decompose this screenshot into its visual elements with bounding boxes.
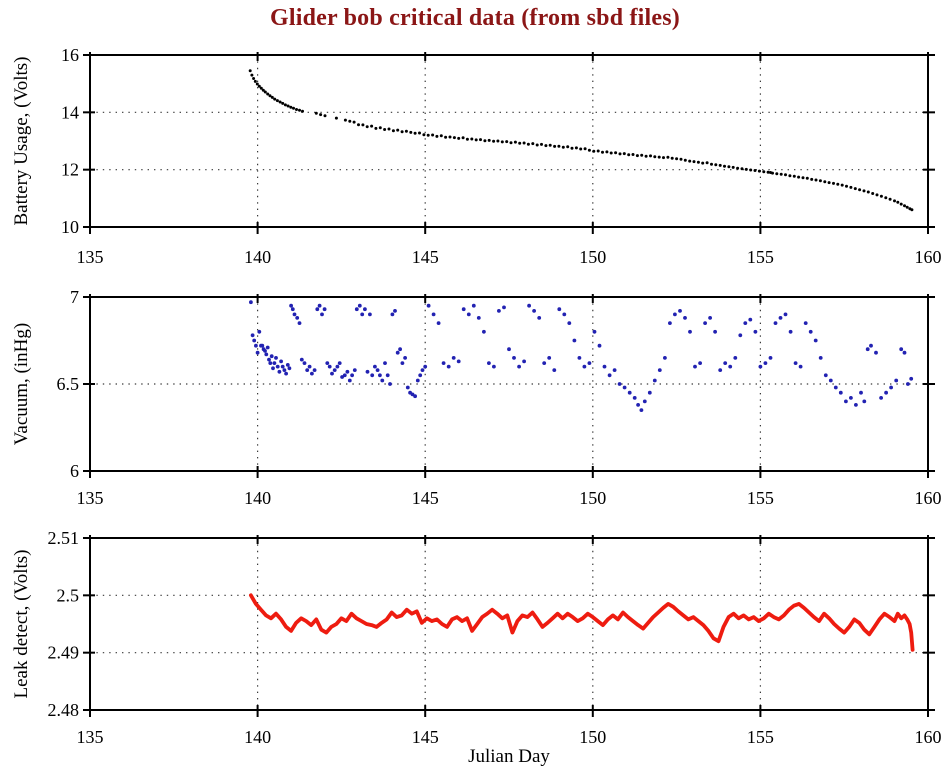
vacuum-y-tick-label: 7 xyxy=(70,287,79,307)
leak-series-line xyxy=(248,593,915,652)
leak-y-tick-label: 2.51 xyxy=(48,528,80,548)
leak-x-tick-label: 135 xyxy=(77,727,104,747)
battery-x-tick-label: 135 xyxy=(77,247,104,267)
battery-plot-frame xyxy=(89,54,929,228)
vacuum-x-tick-label: 150 xyxy=(579,488,606,508)
vacuum-x-tick-label: 135 xyxy=(77,488,104,508)
battery-ticks xyxy=(83,52,935,234)
battery-x-tick-label: 150 xyxy=(579,247,606,267)
leak-x-tick-label: 140 xyxy=(244,727,271,747)
vacuum-series xyxy=(249,300,914,412)
battery-plot: 135 140 145 150 155 160 16 14 12 10 xyxy=(61,45,942,267)
leak-tick-labels: 135 140 145 150 155 160 2.51 2.5 2.49 2.48 xyxy=(48,528,942,747)
vacuum-x-tick-label: 155 xyxy=(747,488,774,508)
vacuum-ticks xyxy=(83,294,935,478)
battery-series xyxy=(248,69,914,212)
leak-gridlines xyxy=(90,538,928,710)
battery-x-tick-label: 145 xyxy=(412,247,439,267)
leak-y-tick-label: 2.48 xyxy=(48,700,80,720)
battery-y-tick-label: 12 xyxy=(61,160,79,180)
vacuum-y-tick-label: 6 xyxy=(70,461,79,481)
leak-x-tick-label: 150 xyxy=(579,727,606,747)
battery-gridlines xyxy=(90,55,928,227)
leak-y-tick-label: 2.5 xyxy=(57,585,80,605)
leak-plot-frame xyxy=(89,537,929,711)
vacuum-gridlines xyxy=(90,297,928,471)
battery-x-tick-label: 155 xyxy=(747,247,774,267)
leak-x-tick-label: 155 xyxy=(747,727,774,747)
battery-x-tick-label: 140 xyxy=(244,247,271,267)
figure-title: Glider bob critical data (from sbd files… xyxy=(270,5,680,31)
x-axis-label: Julian Day xyxy=(468,746,550,767)
vacuum-plot-frame xyxy=(89,296,929,472)
leak-ticks xyxy=(83,535,935,717)
vacuum-y-tick-label: 6.5 xyxy=(57,374,80,394)
leak-x-tick-label: 160 xyxy=(915,727,942,747)
vacuum-tick-labels: 135 140 145 150 155 160 7 6.5 6 xyxy=(57,287,942,508)
leak-y-tick-label: 2.49 xyxy=(48,643,80,663)
battery-x-tick-label: 160 xyxy=(915,247,942,267)
vacuum-plot: 135 140 145 150 155 160 7 6.5 6 xyxy=(57,287,942,508)
leak-plot: 135 140 145 150 155 160 2.51 2.5 2.49 2.48 xyxy=(48,528,942,747)
battery-y-tick-label: 14 xyxy=(61,102,79,122)
vacuum-x-tick-label: 145 xyxy=(412,488,439,508)
leak-x-tick-label: 145 xyxy=(412,727,439,747)
battery-y-tick-label: 10 xyxy=(61,217,79,237)
vacuum-x-tick-label: 140 xyxy=(244,488,271,508)
battery-tick-labels: 135 140 145 150 155 160 16 14 12 10 xyxy=(61,45,942,267)
battery-y-tick-label: 16 xyxy=(61,45,79,65)
vacuum-x-tick-label: 160 xyxy=(915,488,942,508)
